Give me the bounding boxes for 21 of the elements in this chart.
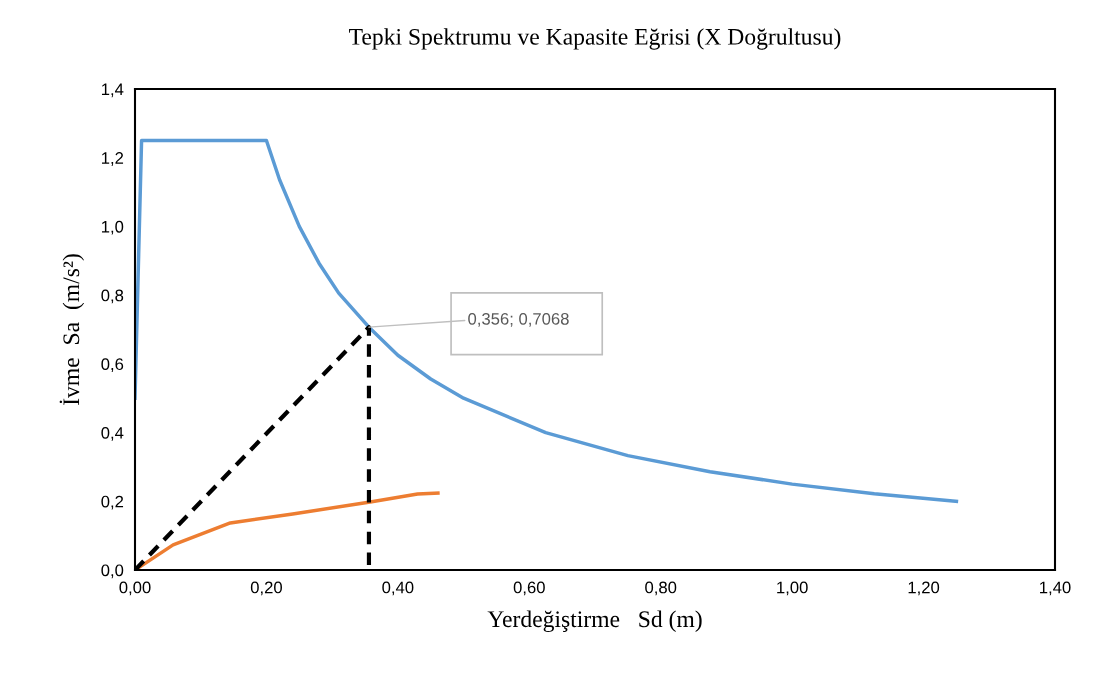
y-tick-label: 1,0	[101, 220, 124, 235]
y-tick-label: 0,8	[101, 289, 124, 304]
x-axis-title: Yerdeğiştirme Sd (m)	[487, 610, 702, 633]
x-tick-label: 1,20	[908, 581, 940, 596]
x-tick-label: 0,60	[513, 581, 545, 596]
x-tick-label: 0,40	[382, 581, 414, 596]
y-tick-label: 0,2	[101, 495, 124, 510]
y-tick-label: 1,2	[101, 152, 124, 166]
x-tick-label: 0,00	[119, 581, 151, 596]
x-tick-label: 0,20	[250, 581, 282, 596]
y-tick-label: 0,4	[101, 426, 124, 441]
x-tick-label: 1,00	[777, 581, 808, 596]
annotation: 0,356; 0,7068	[468, 312, 569, 327]
chart-title: Tepki Spektrumu ve Kapasite Eğrisi (X Doğrultusu)	[349, 28, 841, 50]
x-tick-label: 0,80	[645, 581, 677, 596]
y-tick-label: 0,6	[101, 358, 124, 373]
y-tick-label: 1,4	[101, 83, 124, 98]
x-tick-label: 1,40	[1040, 581, 1071, 596]
line-series	[135, 138, 959, 504]
y-tick-label: 0,0	[101, 564, 124, 579]
y-axis-title: İvme Sa (m/s²)	[59, 254, 85, 405]
